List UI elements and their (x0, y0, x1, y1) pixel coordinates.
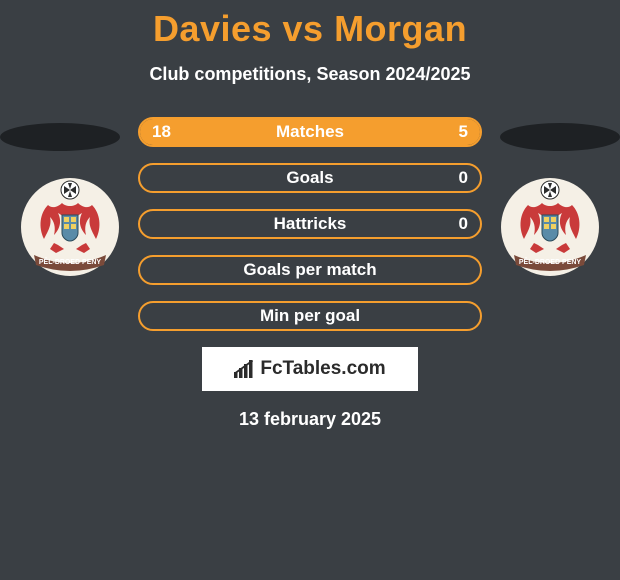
svg-text:PÊL-DROED PENY: PÊL-DROED PENY (519, 257, 582, 266)
stat-bar: Goals per match (138, 255, 482, 285)
bar-value-right: 0 (459, 165, 468, 191)
club-crest-left: PÊL-DROED PENY (20, 177, 120, 277)
stat-bar: Goals0 (138, 163, 482, 193)
bar-value-right: 0 (459, 211, 468, 237)
bar-value-left: 18 (152, 119, 171, 145)
stat-bar: Matches18 5 (138, 117, 482, 147)
page-title: Davies vs Morgan (0, 8, 620, 50)
crest-icon: PÊL-DROED PENY (500, 177, 600, 277)
comparison-card: Davies vs Morgan Club competitions, Seas… (0, 0, 620, 430)
bar-label: Hattricks (140, 211, 480, 237)
bar-label: Goals per match (140, 257, 480, 283)
bar-label: Goals (140, 165, 480, 191)
bar-label: Min per goal (140, 303, 480, 329)
svg-text:PÊL-DROED PENY: PÊL-DROED PENY (39, 257, 102, 266)
brand-box: FcTables.com (202, 347, 418, 391)
bars-icon (234, 360, 256, 378)
main-area: PÊL-DROED PENY PÊL-DROED PENY Matches18 5… (0, 117, 620, 430)
subtitle: Club competitions, Season 2024/2025 (0, 64, 620, 85)
bar-value-right: 5 (459, 119, 468, 145)
stat-bar: Hattricks0 (138, 209, 482, 239)
brand-label: FcTables.com (234, 358, 385, 380)
club-crest-right: PÊL-DROED PENY (500, 177, 600, 277)
stat-bars: Matches185Goals0Hattricks0Goals per matc… (138, 117, 482, 331)
crest-icon: PÊL-DROED PENY (20, 177, 120, 277)
stat-bar: Min per goal (138, 301, 482, 331)
player-shadow-left (0, 123, 120, 151)
date-label: 13 february 2025 (0, 409, 620, 430)
player-shadow-right (500, 123, 620, 151)
bar-label: Matches (140, 119, 480, 145)
brand-text: FcTables.com (260, 358, 385, 380)
